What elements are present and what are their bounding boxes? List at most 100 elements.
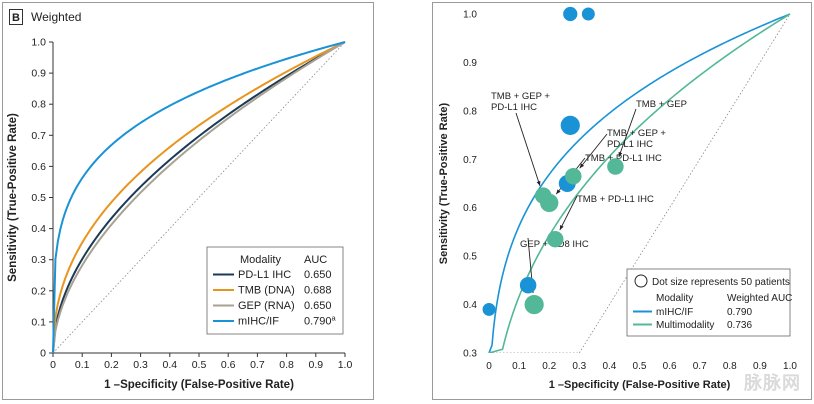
legend-header-modality: Modality (240, 254, 281, 266)
x-tick-label: 1.0 (783, 361, 797, 372)
right-panel: 脉脉网 (432, 2, 812, 400)
y-tick-label: 0.7 (463, 155, 477, 166)
roc-curve-gep-rna- (52, 41, 346, 354)
x-tick-label: 0.7 (250, 359, 265, 371)
roc-curve-tmb-dna- (52, 41, 346, 354)
y-tick-label: 0.2 (31, 285, 46, 297)
roc-curve-mihc-if (488, 13, 791, 353)
x-tick-label: 0.5 (192, 359, 207, 371)
y-tick-label: 0.8 (463, 106, 477, 117)
point-mihc-if (560, 115, 580, 135)
y-tick-label: 0.3 (463, 349, 477, 360)
watermark: 脉脉网 (744, 373, 801, 393)
annotation-label: TMB + PD-L1 IHC (577, 194, 654, 205)
x-tick-label: 0.7 (693, 361, 707, 372)
diagonal-reference (578, 13, 791, 353)
dot-size-note: Dot size represents 50 patients (652, 277, 790, 288)
annotation-arrowhead (559, 225, 564, 231)
legend-auc: 0.650 (304, 300, 332, 312)
y-tick-label: 1.0 (31, 37, 46, 49)
legend-header-auc: AUC (304, 254, 327, 266)
x-tick-label: 0.2 (542, 361, 556, 372)
point-multimodality (565, 167, 582, 185)
left-chart: 0 0.1 0.2 0.3 0.4 0.5 0.6 0.7 0.8 0.9 1.0 0 0.1 0.2 0.… (7, 37, 352, 392)
point-multimodality (540, 193, 559, 213)
legend-label: PD-L1 IHC (238, 269, 291, 281)
y-tick-label: 0.8 (31, 99, 46, 111)
annotation-label: TMB + GEP (636, 99, 687, 110)
annotation-label: TMB + GEP + (607, 128, 666, 139)
x-axis-label: 1 –Specificity (False-Positive Rate) (104, 379, 294, 391)
panel-title: Weighted (31, 10, 82, 24)
y-tick-label: 0.1 (31, 316, 46, 328)
point-mihc-if (482, 302, 496, 316)
x-tick-label: 0.3 (133, 359, 148, 371)
annotation-arrow (559, 195, 578, 231)
y-tick-label: 0.4 (463, 300, 477, 311)
point-multimodality (546, 230, 564, 248)
y-axis-label: Sensitivity (True-Positive Rate) (7, 113, 19, 282)
x-tick-label: 0.1 (75, 359, 90, 371)
y-tick-label: 0.4 (31, 223, 46, 235)
legend-auc: 0.688 (304, 285, 332, 297)
x-tick-label: 0 (486, 361, 492, 372)
x-tick-label: 1.0 (338, 359, 353, 371)
point-multimodality (524, 294, 544, 315)
annotation-label: PD-L1 IHC (607, 139, 653, 150)
legend-label: TMB (DNA) (238, 285, 295, 297)
legend-label: mIHC/IF (656, 307, 693, 318)
legend-auc: 0.790 (727, 307, 752, 318)
legend-box (626, 268, 791, 337)
legend-header-modality: Modality (656, 293, 693, 304)
x-tick-label: 0.1 (512, 361, 526, 372)
x-tick-label: 0.4 (162, 359, 177, 371)
x-tick-label: 0.3 (572, 361, 586, 372)
point-multimodality (607, 158, 624, 175)
legend-label: mIHC/IF (238, 316, 279, 328)
left-legend: Modality AUC PD-L1 IHC 0.650 TMB (DNA) 0.688 G… (206, 246, 344, 335)
y-tick-label: 0.6 (31, 161, 46, 173)
x-tick-label: 0.6 (221, 359, 236, 371)
y-tick-label: 0.9 (463, 58, 477, 69)
annotation-label: TMB + GEP + (491, 91, 550, 102)
legend-header-auc: Weighted AUC (727, 293, 792, 304)
x-tick-label: 0.8 (279, 359, 294, 371)
diagonal-reference (52, 41, 346, 354)
x-tick-label: 0.8 (723, 361, 737, 372)
y-tick-label: 0.5 (31, 192, 46, 204)
annotation-arrowhead (618, 151, 623, 157)
legend-auc: 0.736 (727, 320, 752, 331)
right-legend: Dot size represents 50 patients Modality W… (626, 268, 792, 337)
scatter-points (482, 6, 624, 316)
annotation-arrowhead (536, 180, 541, 186)
annotation-label: PD-L1 IHC (491, 102, 537, 113)
roc-curve-pd-l1-ihc (52, 41, 346, 354)
point-mihc-if (581, 7, 595, 21)
x-tick-label: 0 (50, 359, 56, 371)
x-tick-label: 0.4 (602, 361, 616, 372)
y-tick-label: 1.0 (463, 10, 477, 21)
dot-size-key-icon (634, 274, 648, 288)
y-tick-label: 0.9 (31, 68, 46, 80)
legend-auc: 0.650 (304, 269, 332, 281)
x-tick-label: 0.6 (663, 361, 677, 372)
x-axis-label: 1 –Specificity (False-Positive Rate) (549, 379, 731, 391)
x-tick-label: 0.9 (753, 361, 767, 372)
annotation-arrow (618, 108, 637, 158)
roc-curve-mihc-if (52, 41, 346, 354)
x-tick-label: 0.2 (104, 359, 119, 371)
y-tick-label: 0 (40, 348, 46, 360)
y-tick-label: 0.7 (31, 130, 46, 142)
x-tick-label: 0.5 (633, 361, 647, 372)
legend-auc-superscript: a (332, 314, 337, 323)
y-tick-label: 0.6 (463, 203, 477, 214)
legend-label: GEP (RNA) (238, 300, 295, 312)
annotation-label: TMB + PD-L1 IHC (585, 153, 662, 164)
y-axis-label: Sensitivity (True-Positive Rate) (438, 102, 450, 264)
right-chart: 0 0.1 0.2 0.3 0.4 0.5 0.6 0.7 0.8 0.9 1.0 0.3 0.4 0.5… (438, 6, 797, 391)
y-tick-label: 0.5 (463, 252, 477, 263)
annotation-arrow (579, 133, 608, 169)
annotation-arrowhead (579, 163, 585, 169)
